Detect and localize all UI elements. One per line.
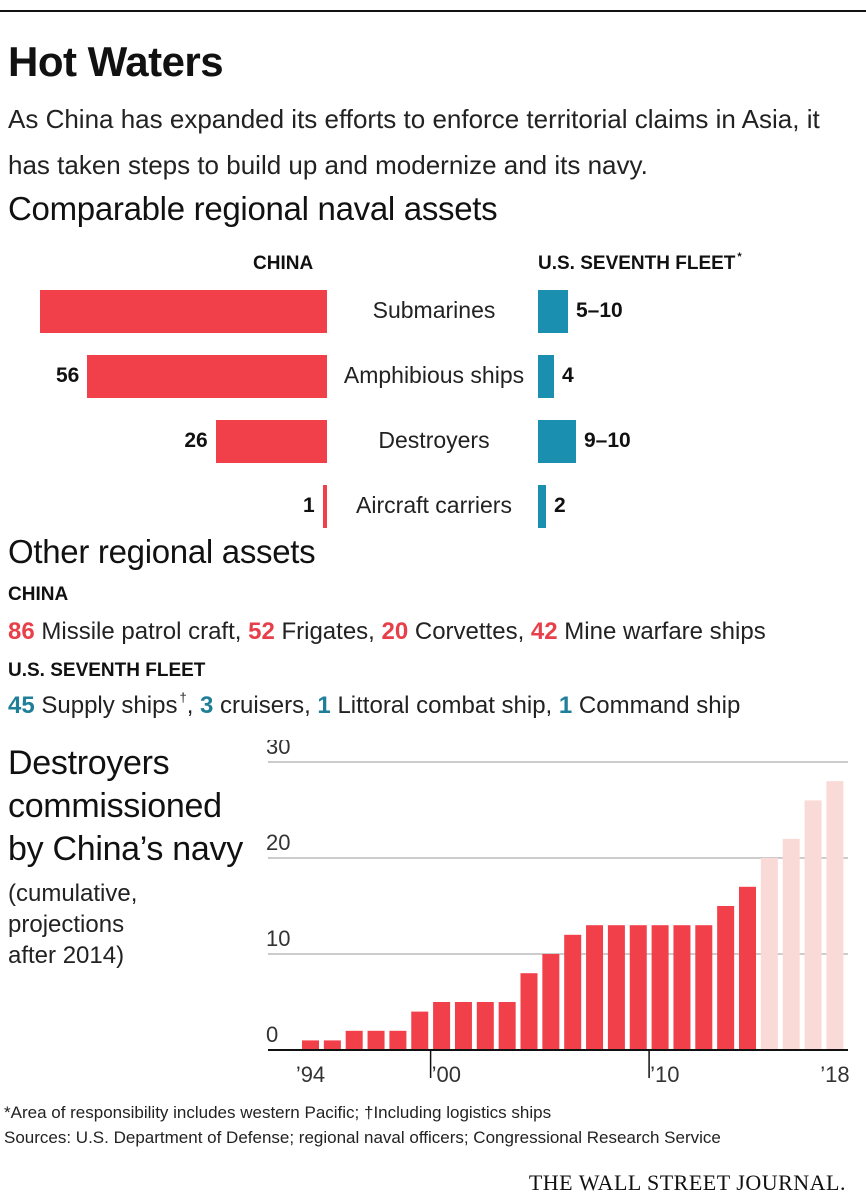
other-section-heading: Other regional assets bbox=[8, 533, 316, 570]
china-column-header: CHINA bbox=[253, 253, 314, 274]
destroyer-title-line: commissioned bbox=[8, 787, 222, 825]
us-asset-footnote-mark: † bbox=[179, 690, 187, 705]
sources: Sources: U.S. Department of Defense; reg… bbox=[4, 1128, 721, 1147]
destroyer-bar bbox=[345, 1030, 363, 1050]
us-header-footnote-mark: * bbox=[737, 251, 742, 263]
destroyer-bar bbox=[433, 1002, 451, 1050]
china-bar-label: 56 bbox=[55, 364, 80, 387]
other-china-assets: 86 Missile patrol craft, 52 Frigates, 20… bbox=[8, 618, 766, 646]
us-asset-label: Command ship bbox=[572, 692, 741, 719]
destroyer-bar bbox=[454, 1002, 472, 1050]
china-asset-value: 42 bbox=[530, 618, 558, 645]
destroyer-note-line: after 2014) bbox=[8, 942, 125, 969]
destroyer-note-line: projections bbox=[8, 911, 125, 938]
destroyer-bar bbox=[651, 925, 669, 1050]
row-category-label: Aircraft carriers bbox=[356, 492, 512, 518]
row-category-label: Submarines bbox=[372, 297, 496, 323]
destroyer-bar bbox=[520, 973, 538, 1050]
us-asset-separator: , bbox=[186, 692, 194, 719]
x-tick-label: ’10 bbox=[650, 1062, 679, 1087]
us-bar bbox=[538, 420, 576, 463]
china-bar-label: 1 bbox=[303, 494, 315, 517]
us-asset-value: 3 bbox=[200, 692, 214, 719]
us-asset-value: 1 bbox=[558, 692, 573, 719]
destroyer-bar bbox=[389, 1030, 407, 1050]
destroyer-note-line: (cumulative, bbox=[8, 880, 138, 907]
destroyer-bar bbox=[629, 925, 647, 1050]
destroyer-bar bbox=[586, 925, 604, 1050]
china-bar-label: 26 bbox=[184, 429, 208, 452]
destroyer-bar bbox=[302, 1040, 319, 1050]
china-bar bbox=[215, 420, 327, 463]
y-tick-label: 10 bbox=[266, 926, 290, 951]
other-us-header: U.S. SEVENTH FLEET bbox=[8, 660, 206, 681]
destroyer-bar bbox=[717, 906, 735, 1050]
projection-bar bbox=[782, 838, 800, 1050]
us-bar bbox=[538, 355, 554, 398]
destroyer-title-line: Destroyers bbox=[8, 744, 170, 782]
us-asset-label: cruisers, bbox=[213, 692, 311, 719]
china-asset-label: Missile patrol craft, bbox=[34, 618, 242, 645]
other-us-assets: 45 Supply ships †, 3 cruisers, 1 Littoral… bbox=[8, 690, 741, 720]
us-bar-label: 5–10 bbox=[576, 299, 623, 322]
china-bar bbox=[40, 290, 327, 333]
us-bar-label: 2 bbox=[554, 494, 566, 517]
destroyer-bar bbox=[411, 1011, 429, 1050]
china-bar bbox=[87, 355, 327, 398]
china-asset-label: Frigates, bbox=[274, 618, 375, 645]
y-tick-label: 30 bbox=[266, 740, 290, 759]
other-china-header: CHINA bbox=[8, 584, 69, 605]
destroyer-bar bbox=[564, 934, 582, 1050]
destroyer-bar bbox=[476, 1002, 494, 1050]
china-bar bbox=[322, 485, 327, 528]
wsj-logo: THE WALL STREET JOURNAL. bbox=[528, 1170, 846, 1195]
us-bar bbox=[538, 290, 568, 333]
naval-section-heading: Comparable regional naval assets bbox=[8, 190, 498, 227]
row-category-label: Amphibious ships bbox=[343, 362, 525, 388]
subtitle: As China has expanded its efforts to enf… bbox=[8, 104, 820, 180]
destroyer-title-line: by China’s navy bbox=[8, 830, 243, 868]
destroyer-bar bbox=[739, 886, 756, 1050]
projection-bar bbox=[804, 800, 822, 1050]
us-asset-label: Littoral combat ship, bbox=[330, 692, 553, 719]
destroyer-chart-note: (cumulative, projections after 2014) bbox=[8, 878, 137, 971]
destroyer-bar bbox=[607, 925, 625, 1050]
us-asset-value: 1 bbox=[317, 692, 331, 719]
destroyer-bar bbox=[367, 1030, 385, 1050]
destroyer-bar bbox=[695, 925, 713, 1050]
us-bar-label: 4 bbox=[562, 364, 574, 387]
china-asset-label: Mine warfare ships bbox=[557, 618, 766, 645]
x-tick-label: ’94 bbox=[296, 1062, 325, 1087]
us-column-header: U.S. SEVENTH FLEET * bbox=[538, 251, 742, 274]
row-category-label: Destroyers bbox=[378, 427, 490, 453]
destroyer-bar bbox=[498, 1002, 516, 1050]
x-tick-label: ’00 bbox=[432, 1062, 461, 1087]
page-title: Hot Waters bbox=[8, 38, 224, 85]
china-asset-label: Corvettes, bbox=[408, 618, 525, 645]
china-asset-value: 52 bbox=[248, 618, 275, 645]
destroyer-chart-title: Destroyers commissioned by China’s navy bbox=[8, 742, 243, 871]
us-asset-label: Supply ships bbox=[34, 692, 178, 719]
china-asset-value: 20 bbox=[381, 618, 409, 645]
destroyer-bar-chart: 0 10 20 30 ’94 ’00 ’10 ’18 bbox=[266, 740, 850, 1087]
destroyer-bar bbox=[323, 1040, 341, 1050]
destroyer-bar bbox=[673, 925, 691, 1050]
y-tick-label: 0 bbox=[266, 1022, 278, 1047]
y-tick-label: 20 bbox=[266, 830, 290, 855]
china-asset-value: 86 bbox=[8, 618, 35, 645]
us-bar-label: 9–10 bbox=[584, 429, 631, 452]
projection-bar bbox=[826, 781, 844, 1050]
projection-bar bbox=[760, 858, 778, 1050]
footnote: *Area of responsibility includes western… bbox=[4, 1103, 552, 1122]
us-asset-value: 45 bbox=[8, 692, 35, 719]
destroyer-bar bbox=[542, 954, 560, 1050]
top-rule bbox=[0, 10, 866, 12]
us-bar bbox=[538, 485, 546, 528]
x-tick-label: ’18 bbox=[820, 1062, 849, 1087]
